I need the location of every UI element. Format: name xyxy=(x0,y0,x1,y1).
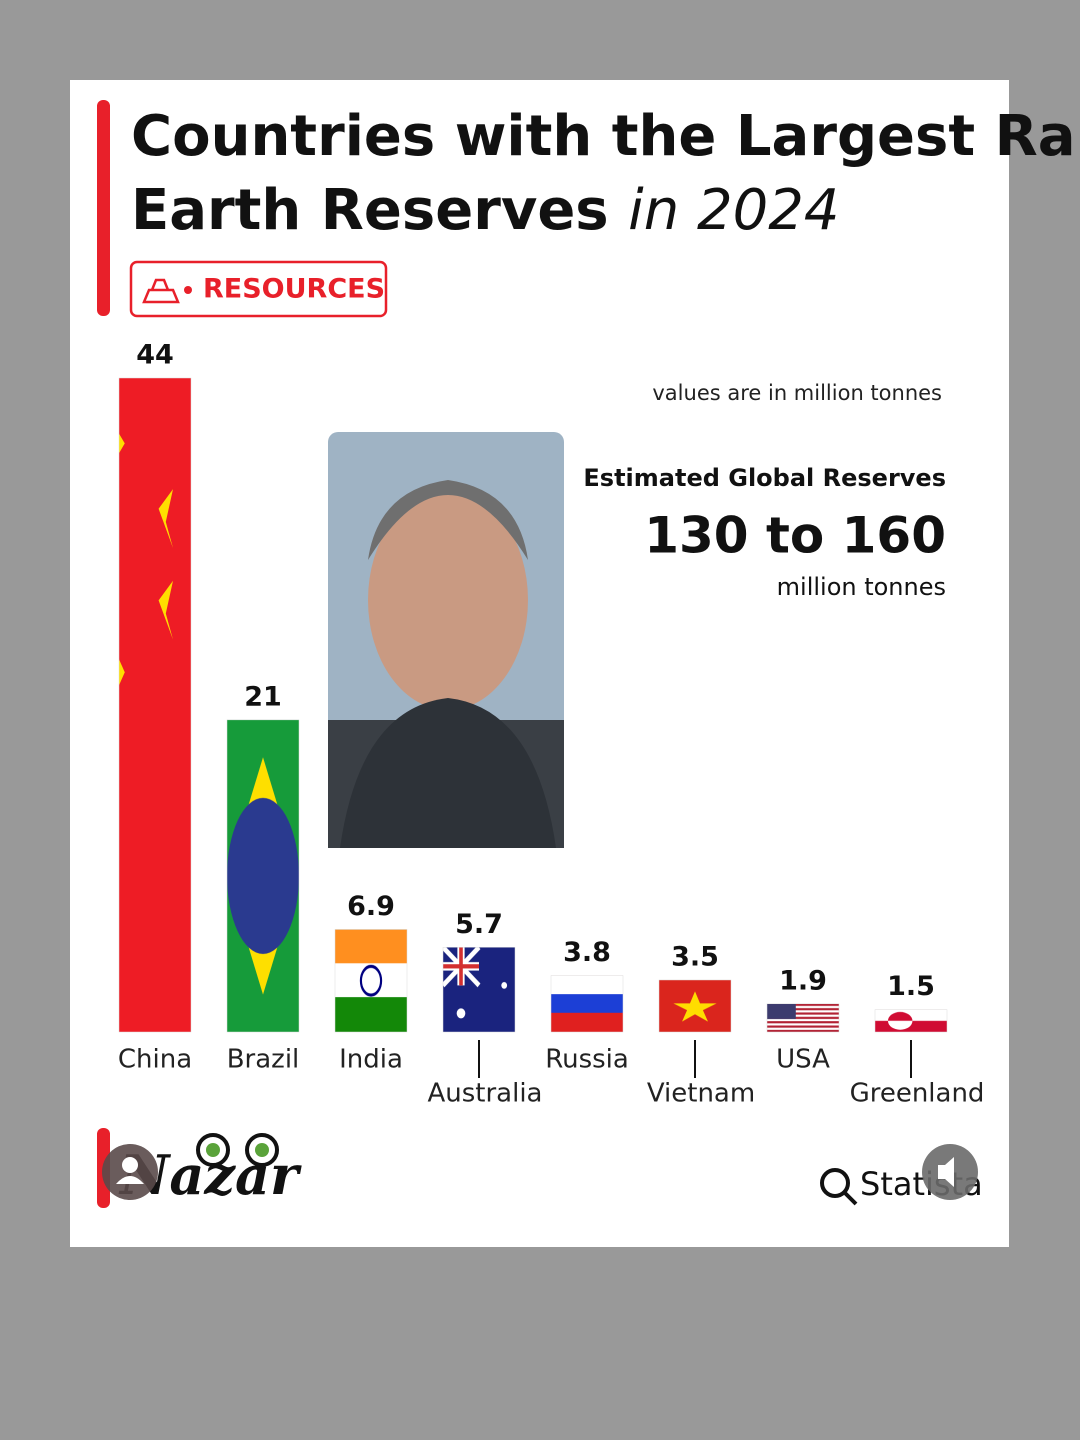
value-label: 6.9 xyxy=(347,891,395,922)
value-label: 3.8 xyxy=(563,937,611,968)
unit-note: values are in million tonnes xyxy=(652,381,942,405)
bar xyxy=(550,975,624,1033)
x-tick-label: Vietnam xyxy=(647,1079,755,1109)
global-value: 130 to 160 xyxy=(644,507,946,565)
value-label: 21 xyxy=(244,681,282,712)
value-label: 1.5 xyxy=(887,971,935,1002)
x-tick-label: India xyxy=(339,1045,403,1075)
profile-icon xyxy=(116,1176,144,1184)
badge-label: RESOURCES xyxy=(203,274,385,305)
bar xyxy=(766,1003,840,1033)
video-inset xyxy=(328,432,564,848)
value-label: 5.7 xyxy=(455,909,503,940)
bar xyxy=(334,929,408,1033)
brand-eyes xyxy=(196,1133,279,1167)
title-emphasis: in 2024 xyxy=(628,178,839,243)
chart-title: Earth Reserves in 2024 xyxy=(131,178,840,243)
accent-bar xyxy=(97,100,110,316)
badge-dot xyxy=(184,286,192,294)
bar xyxy=(874,1009,948,1033)
x-tick-label: Australia xyxy=(427,1079,542,1109)
global-unit: million tonnes xyxy=(777,573,946,601)
global-label: Estimated Global Reserves xyxy=(583,464,946,492)
value-label: 3.5 xyxy=(671,941,719,972)
sound-icon xyxy=(938,1157,954,1187)
bar xyxy=(118,377,192,1033)
value-label: 1.9 xyxy=(779,965,827,996)
search-icon xyxy=(843,1191,858,1206)
x-tick-label: Russia xyxy=(545,1045,629,1075)
x-tick-label: China xyxy=(118,1045,192,1075)
x-tick-label: USA xyxy=(776,1045,830,1075)
badge xyxy=(129,260,388,318)
value-label: 44 xyxy=(136,340,174,371)
profile-icon xyxy=(122,1157,138,1173)
chart-title: Countries with the Largest Rare xyxy=(131,104,1080,169)
bar xyxy=(226,719,300,1033)
bar xyxy=(658,979,732,1033)
search-icon xyxy=(820,1168,850,1198)
x-tick-label: Brazil xyxy=(227,1045,300,1075)
badge-icon xyxy=(142,278,180,304)
bars: 44 China 21 Brazil 6.9 India 5.7 Australia 3.8 Ru… xyxy=(118,340,985,1109)
x-tick-label: Greenland xyxy=(850,1079,985,1109)
bar xyxy=(442,947,516,1033)
